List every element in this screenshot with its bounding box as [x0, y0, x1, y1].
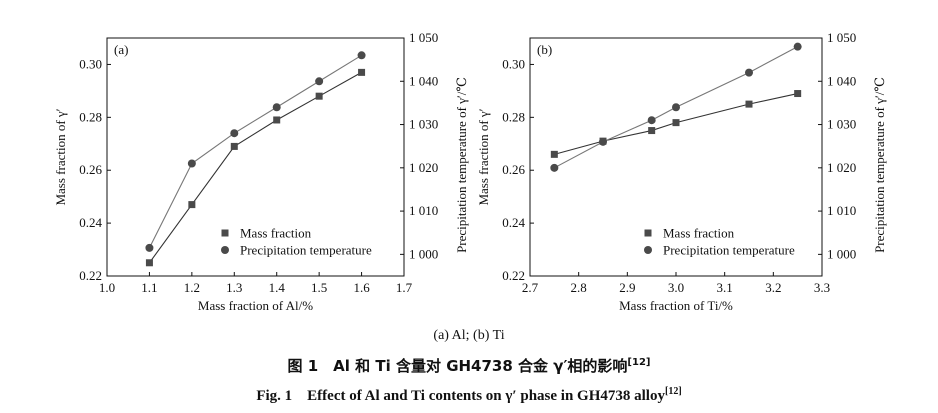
chart-b-data-point-square [794, 90, 802, 98]
subcaption: (a) Al; (b) Ti [433, 328, 505, 343]
chart-b-y-tick-label: 0.30 [502, 56, 525, 71]
chart-a-y2-tick-label: 1 000 [409, 246, 438, 261]
chart-a-y-tick-label: 0.24 [79, 215, 102, 230]
chart-b-legend-label: Precipitation temperature [663, 243, 795, 258]
chart-b-y2-tick-label: 1 030 [827, 117, 856, 132]
chart-b-data-point-circle [599, 137, 607, 146]
chart-a-data-point-circle [357, 51, 366, 60]
chart-b-x-tick-label: 2.7 [522, 280, 539, 295]
chart-a-data-point-square [273, 116, 281, 124]
chart-a-x-tick-label: 1.3 [226, 280, 242, 295]
caption-ref-en: [12] [664, 386, 682, 397]
chart-b-y-axis-label: Mass fraction of γ′ [476, 108, 491, 205]
chart-a-legend-label: Mass fraction [240, 226, 312, 241]
chart-b-y2-axis-label: Precipitation temperature of γ′/℃ [872, 77, 887, 253]
chart-a-data-point-square [230, 142, 238, 150]
chart-a-data-point-circle [315, 77, 324, 86]
chart-a-y2-axis-label: Precipitation temperature of γ′/℃ [454, 77, 469, 253]
chart-a-x-tick-label: 1.7 [396, 280, 413, 295]
chart-a-x-tick-label: 1.0 [99, 280, 115, 295]
chart-b-y2-tick-label: 1 040 [827, 73, 856, 88]
chart-b-data-point-square [672, 119, 680, 127]
chart-b-data-point-square [745, 100, 753, 108]
chart-b-y2-tick-label: 1 050 [827, 30, 856, 45]
chart-a-series-line-0 [148, 71, 362, 264]
chart-b-data-point-circle [647, 116, 656, 125]
chart-a-legend-marker-circle [221, 246, 229, 254]
chart-b-x-tick-label: 2.9 [619, 280, 635, 295]
chart-a-x-tick-label: 1.2 [184, 280, 200, 295]
chart-b-x-tick-label: 3.0 [668, 280, 684, 295]
chart-a-x-axis-label: Mass fraction of Al/% [198, 298, 313, 313]
figure-caption-chinese: 图 1 Al 和 Ti 含量对 GH4738 合金 γ′相的影响[12] [287, 357, 651, 375]
chart-b-x-tick-label: 3.3 [814, 280, 830, 295]
chart-b-x-tick-label: 3.2 [765, 280, 781, 295]
chart-b-legend-label: Mass fraction [663, 226, 735, 241]
chart-a-series-line-1 [148, 54, 362, 249]
chart-a-legend-label: Precipitation temperature [240, 243, 372, 258]
chart-b-legend-marker-square [644, 229, 652, 237]
chart-b-data-point-square [550, 150, 558, 158]
chart-b-data-point-circle [550, 163, 559, 172]
chart-b-y-tick-label: 0.26 [502, 162, 525, 177]
chart-a-data-point-square [315, 92, 323, 100]
chart-b-data-point-circle [745, 68, 753, 77]
chart-a-data-point-circle [187, 159, 196, 168]
chart-a-y-tick-label: 0.28 [79, 109, 102, 124]
chart-a-data-point-square [145, 259, 153, 267]
chart-a-x-tick-label: 1.1 [141, 280, 157, 295]
chart-a-x-tick-label: 1.6 [353, 280, 370, 295]
chart-a-panel-label: (a) [114, 42, 128, 57]
chart-b-legend-marker-circle [644, 246, 652, 254]
chart-b-x-axis-label: Mass fraction of Ti/% [619, 298, 733, 313]
chart-b-data-point-circle [672, 103, 680, 112]
chart-a-data-point-square [358, 68, 366, 76]
chart-a-data-point-circle [145, 243, 154, 252]
chart-b-series-line-1 [554, 46, 798, 169]
chart-a-data-point-circle [272, 103, 281, 112]
chart-a-y2-tick-label: 1 030 [409, 117, 438, 132]
figure-charts: 1.0 1.1 1.2 1.3 1.4 1.5 1.6 1.7 0.22 0.24 0.26 0.28… [53, 30, 887, 313]
chart-a-legend-marker-square [221, 229, 229, 237]
chart-b-x-tick-label: 3.1 [717, 280, 733, 295]
chart-b-x-tick-label: 2.8 [571, 280, 587, 295]
chart-b-data-point-circle [793, 42, 802, 51]
chart-a-y2-tick-label: 1 040 [409, 73, 438, 88]
chart-a-y-tick-label: 0.26 [79, 162, 102, 177]
chart-a-x-tick-label: 1.5 [311, 280, 327, 295]
chart-a-y-tick-label: 0.30 [79, 56, 102, 71]
chart-a-y-tick-label: 0.22 [79, 268, 102, 283]
chart-b-y2-tick-label: 1 000 [827, 246, 856, 261]
caption-ref-cn: [12] [627, 357, 651, 368]
chart-a-data-point-circle [230, 129, 239, 138]
figure-caption-english: Fig. 1 Effect of Al and Ti contents on γ… [256, 386, 682, 404]
chart-b-data-point-square [648, 127, 656, 135]
chart-a-y2-tick-label: 1 050 [409, 30, 438, 45]
chart-b-y-tick-label: 0.28 [502, 109, 525, 124]
chart-b-y2-tick-label: 1 010 [827, 203, 856, 218]
chart-a-x-tick-label: 1.4 [269, 280, 286, 295]
chart-b-y-tick-label: 0.24 [502, 215, 525, 230]
chart-a-data-point-square [188, 201, 196, 209]
chart-b-panel-label: (b) [537, 42, 552, 57]
chart-a-y2-tick-label: 1 020 [409, 160, 438, 175]
chart-b-series-line-0 [554, 92, 798, 155]
chart-b-y2-tick-label: 1 020 [827, 160, 856, 175]
chart-a-plot-frame [106, 37, 405, 277]
chart-b-y-tick-label: 0.22 [502, 268, 525, 283]
chart-a-y-axis-label: Mass fraction of γ′ [53, 108, 68, 205]
chart-a-y2-tick-label: 1 010 [409, 203, 438, 218]
